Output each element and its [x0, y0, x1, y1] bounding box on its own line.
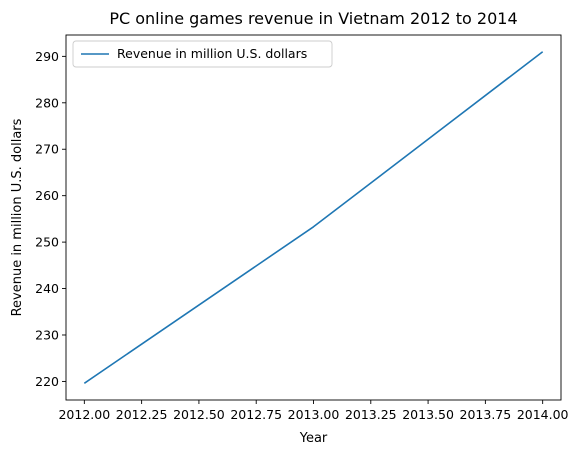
x-tick-label: 2012.00 — [58, 407, 110, 422]
y-tick-label: 230 — [35, 327, 59, 342]
legend: Revenue in million U.S. dollars — [72, 40, 333, 68]
legend-box — [72, 40, 333, 68]
x-axis-ticks: 2012.00 2012.25 2012.50 2012.75 2013.00 2013.… — [58, 400, 569, 422]
x-tick-label: 2013.75 — [460, 407, 512, 422]
x-tick-label: 2012.25 — [116, 407, 168, 422]
y-tick-label: 250 — [35, 235, 59, 250]
y-tick-label: 220 — [35, 374, 59, 389]
x-tick-label: 2013.50 — [402, 407, 454, 422]
y-tick-label: 290 — [35, 49, 59, 64]
x-tick-label: 2013.00 — [288, 407, 340, 422]
x-tick-label: 2012.75 — [230, 407, 282, 422]
y-tick-label: 280 — [35, 95, 59, 110]
axes-frame — [65, 34, 562, 401]
x-tick-label: 2014.00 — [517, 407, 569, 422]
y-axis-label: Revenue in million U.S. dollars — [10, 118, 25, 316]
y-tick-label: 240 — [35, 281, 59, 296]
legend-entry-revenue: Revenue in million U.S. dollars — [117, 46, 307, 61]
y-axis-ticks: 220 230 240 250 260 270 280 290 — [35, 49, 66, 389]
chart-title: PC online games revenue in Vietnam 2012 … — [109, 9, 517, 28]
y-tick-label: 260 — [35, 188, 59, 203]
series-line-revenue — [83, 51, 544, 384]
y-tick-label: 270 — [35, 142, 59, 157]
x-tick-label: 2012.50 — [173, 407, 225, 422]
x-tick-label: 2013.25 — [345, 407, 397, 422]
x-axis-label: Year — [299, 431, 328, 446]
